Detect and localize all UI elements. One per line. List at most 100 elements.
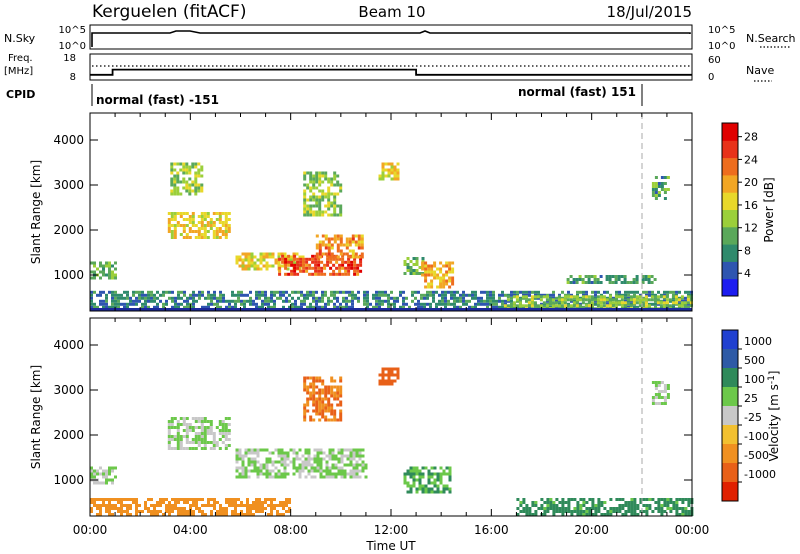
heatmap-cell — [129, 504, 132, 507]
heatmap-cell — [318, 204, 322, 208]
heatmap-cell — [436, 478, 440, 482]
heatmap-cell — [387, 382, 391, 386]
heatmap-cell — [315, 403, 319, 407]
heatmap-cell — [295, 469, 299, 473]
heatmap-cell — [414, 290, 417, 294]
heatmap-cell — [339, 403, 343, 407]
heatmap-cell — [262, 255, 266, 259]
heatmap-cell — [448, 285, 452, 289]
heatmap-cell — [501, 299, 504, 303]
heatmap-cell — [533, 304, 537, 308]
heatmap-cell — [358, 451, 362, 455]
heatmap-cell — [206, 432, 210, 435]
heatmap-cell — [243, 305, 246, 309]
heatmap-cell — [259, 261, 263, 265]
heatmap-cell — [543, 507, 547, 510]
heatmap-cell — [249, 513, 252, 516]
heatmap-cell — [525, 507, 529, 510]
heatmap-cell — [108, 510, 111, 513]
heatmap-cell — [268, 252, 272, 256]
heatmap-cell — [198, 293, 201, 297]
heatmap-cell — [173, 417, 177, 420]
heatmap-cell — [396, 370, 400, 374]
heatmap-cell — [635, 281, 639, 284]
heatmap-cell — [285, 501, 288, 504]
heatmap-cell — [203, 236, 207, 239]
heatmap-cell — [303, 379, 307, 383]
heatmap-cell — [90, 302, 93, 306]
heatmap-cell — [319, 475, 323, 479]
heatmap-cell — [396, 168, 400, 172]
heatmap-cell — [327, 189, 331, 193]
heatmap-cell — [570, 498, 574, 501]
heatmap-cell — [530, 295, 534, 299]
heatmap-cell — [255, 501, 258, 504]
heatmap-cell — [403, 475, 407, 479]
heatmap-cell — [186, 299, 189, 303]
heatmap-cell — [167, 218, 171, 221]
heatmap-cell — [200, 432, 204, 435]
heatmap-cell — [351, 299, 354, 303]
heatmap-cell — [286, 454, 290, 458]
x-tick-label: 04:00 — [173, 523, 208, 537]
heatmap-cell — [418, 487, 422, 491]
heatmap-cell — [315, 201, 319, 205]
heatmap-cell — [384, 367, 388, 371]
heatmap-cell — [173, 230, 177, 233]
heatmap-cell — [179, 438, 183, 441]
heatmap-cell — [234, 305, 237, 309]
heatmap-cell — [117, 498, 120, 501]
heatmap-cell — [345, 237, 349, 241]
heatmap-cell — [349, 457, 353, 461]
heatmap-cell — [273, 305, 276, 309]
heatmap-cell — [381, 379, 385, 383]
heatmap-cell — [448, 264, 452, 268]
heatmap-cell — [273, 302, 276, 306]
heatmap-cell — [528, 290, 531, 294]
heatmap-cell — [462, 296, 465, 300]
heatmap-cell — [111, 276, 114, 280]
heatmap-cell — [657, 402, 661, 405]
heatmap-cell — [270, 293, 273, 297]
heatmap-cell — [185, 441, 189, 444]
heatmap-cell — [439, 481, 443, 485]
heatmap-cell — [250, 460, 254, 464]
heatmap-cell — [623, 278, 627, 281]
heatmap-cell — [280, 463, 284, 467]
heatmap-cell — [363, 293, 366, 297]
heatmap-cell — [406, 257, 410, 260]
heatmap-cell — [468, 299, 471, 303]
heatmap-cell — [114, 276, 117, 280]
heatmap-cell — [387, 373, 391, 377]
heatmap-cell — [387, 174, 391, 178]
heatmap-cell — [292, 463, 296, 467]
heatmap-cell — [278, 269, 282, 273]
heatmap-cell — [308, 257, 312, 261]
heatmap-cell — [191, 189, 195, 193]
heatmap-cell — [173, 224, 177, 227]
heatmap-cell — [334, 457, 338, 461]
heatmap-cell — [313, 469, 317, 473]
heatmap-cell — [185, 432, 189, 435]
heatmap-cell — [316, 457, 320, 461]
heatmap-cell — [336, 391, 340, 395]
heatmap-cell — [343, 454, 347, 458]
heatmap-cell — [253, 460, 257, 464]
colorbar-swatch — [722, 157, 738, 176]
heatmap-cell — [504, 293, 507, 297]
heatmap-cell — [384, 299, 387, 303]
heatmap-cell — [212, 441, 216, 444]
heatmap-cell — [660, 185, 664, 188]
heatmap-cell — [347, 269, 351, 273]
heatmap-cell — [330, 213, 334, 217]
heatmap-cell — [203, 447, 207, 450]
heatmap-cell — [423, 293, 426, 297]
heatmap-cell — [423, 302, 426, 306]
heatmap-cell — [317, 266, 321, 270]
heatmap-cell — [442, 273, 446, 277]
heatmap-cell — [189, 498, 192, 501]
heatmap-cell — [316, 460, 320, 464]
heatmap-cell — [566, 281, 570, 284]
heatmap-cell — [207, 290, 210, 294]
